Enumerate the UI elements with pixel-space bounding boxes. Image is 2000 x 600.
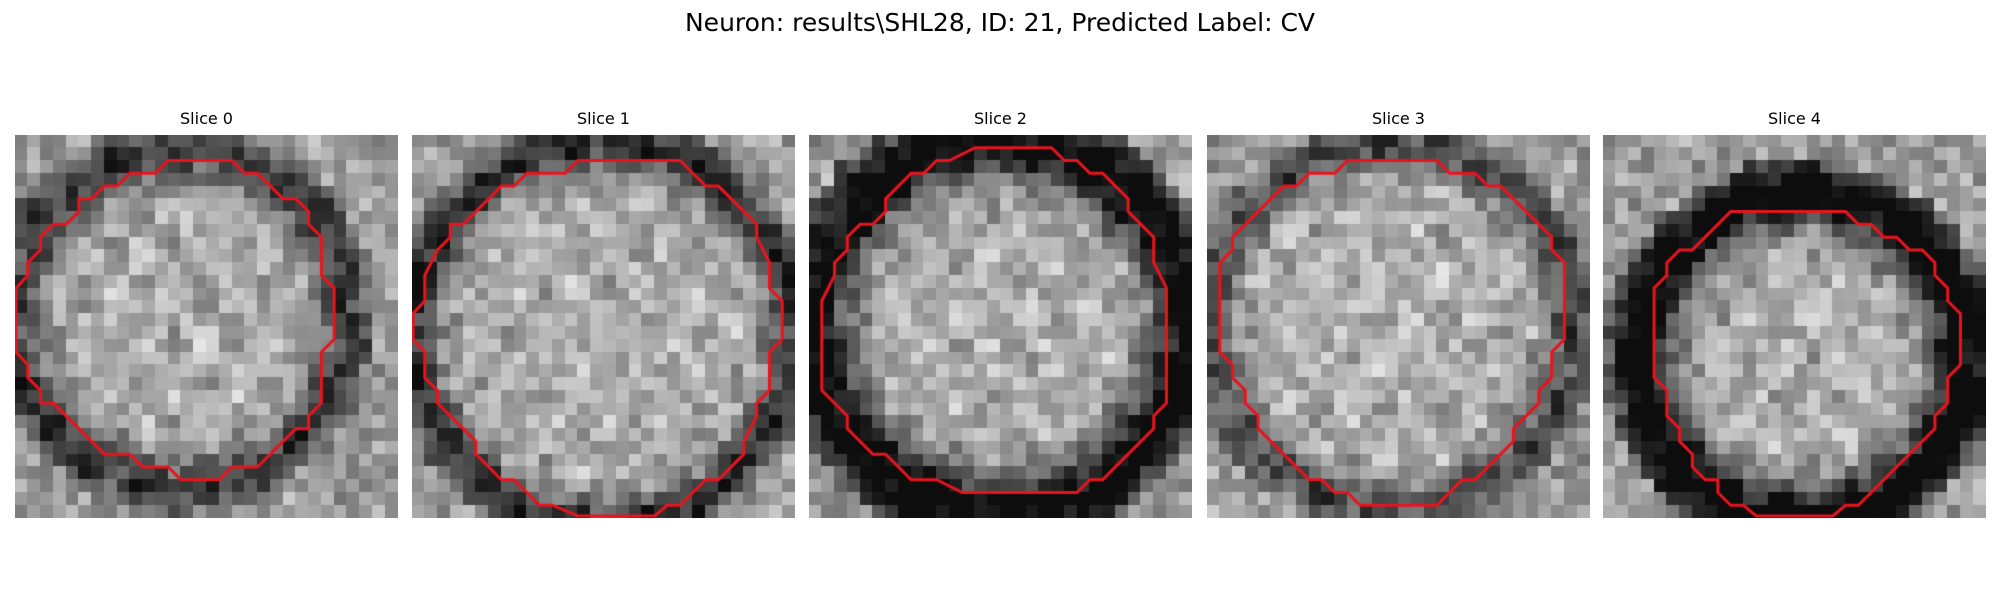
- slice-image-4: [1603, 135, 1986, 518]
- slice-title-2: Slice 2: [974, 109, 1027, 128]
- slice-image-0: [15, 135, 398, 518]
- slice-title-4: Slice 4: [1768, 109, 1821, 128]
- slice-image-1: [412, 135, 795, 518]
- slice-title-0: Slice 0: [180, 109, 233, 128]
- slice-title-1: Slice 1: [577, 109, 630, 128]
- slice-title-3: Slice 3: [1372, 109, 1425, 128]
- slice-image-3: [1207, 135, 1590, 518]
- slice-image-2: [809, 135, 1192, 518]
- figure-title: Neuron: results\SHL28, ID: 21, Predicted…: [684, 8, 1316, 37]
